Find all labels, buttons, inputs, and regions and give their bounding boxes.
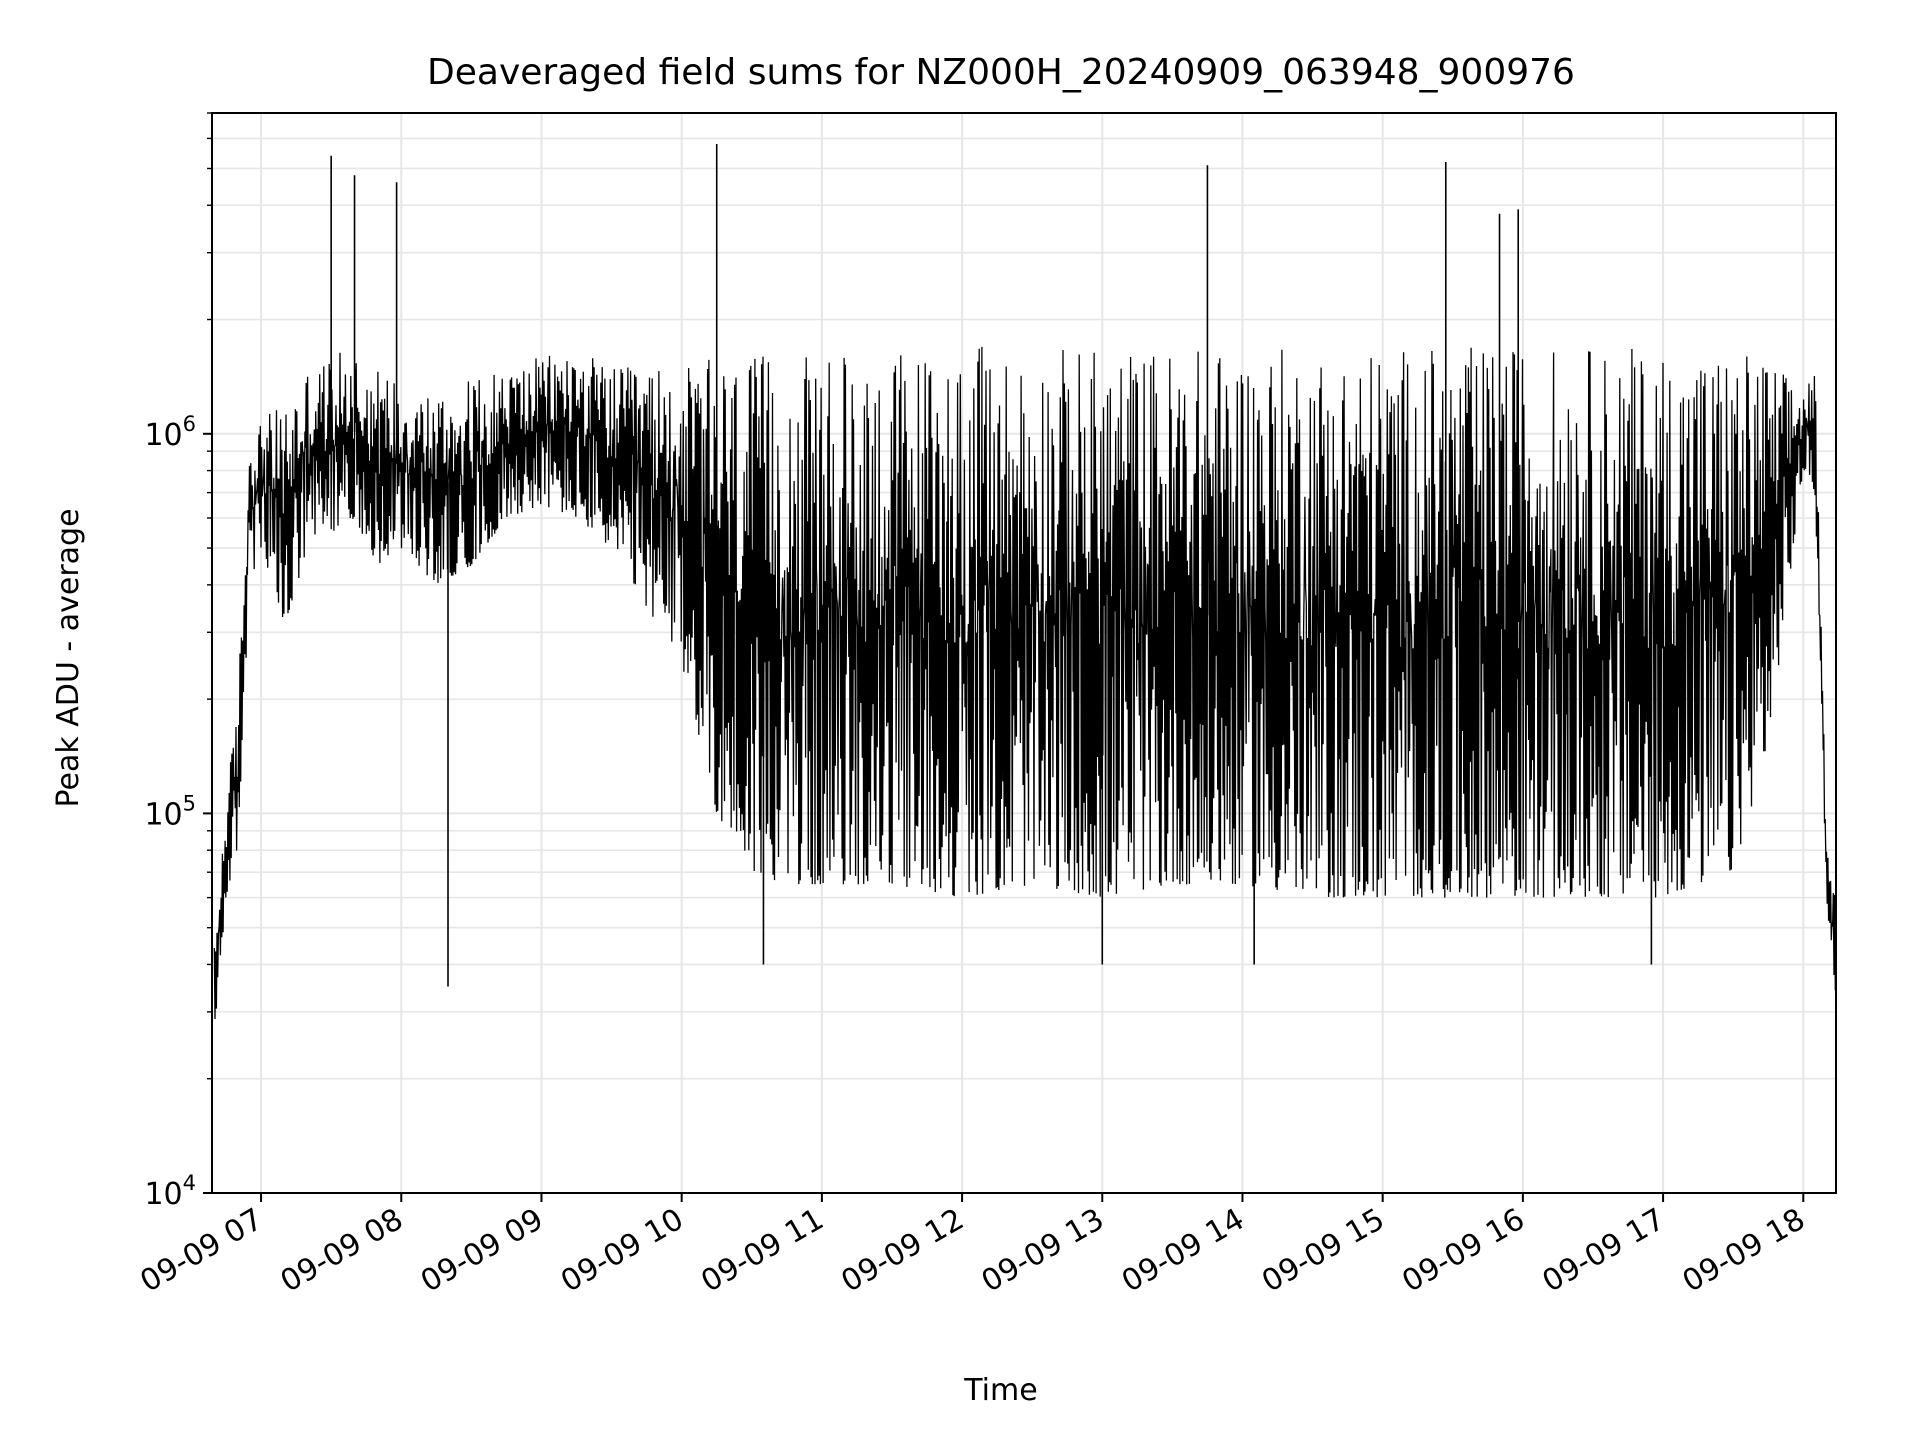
y-tick-label: 106 bbox=[144, 412, 196, 453]
series-line bbox=[213, 346, 1837, 1020]
y-tick-label: 104 bbox=[144, 1171, 196, 1212]
x-axis-label: Time bbox=[963, 1373, 1037, 1408]
plot-area-frame bbox=[211, 112, 1837, 1194]
chart-title: Deaveraged field sums for NZ000H_2024090… bbox=[427, 52, 1575, 93]
y-tick-label: 105 bbox=[144, 791, 196, 832]
y-axis-label: Peak ADU - average bbox=[51, 508, 86, 807]
data-series bbox=[213, 144, 1837, 1020]
